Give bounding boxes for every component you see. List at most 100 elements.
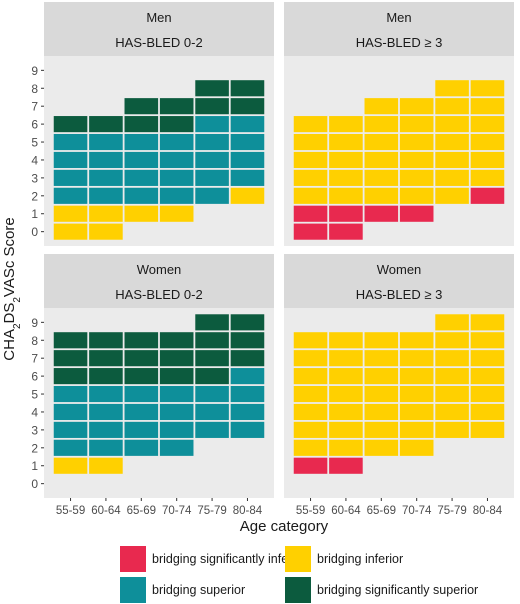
heatmap-cell xyxy=(470,133,505,151)
heatmap-cell xyxy=(293,403,328,421)
heatmap-cell xyxy=(293,205,328,222)
heatmap-cell xyxy=(53,421,88,438)
heatmap-cell xyxy=(159,439,194,456)
heatmap-cell xyxy=(53,169,88,186)
y-tick-label: 5 xyxy=(31,136,38,150)
heatmap-cell xyxy=(435,187,469,204)
heatmap-cell xyxy=(470,403,505,421)
heatmap-cell xyxy=(329,457,363,474)
heatmap-cell xyxy=(329,350,363,367)
heatmap-cell xyxy=(230,403,265,421)
x-tick-label: 60-64 xyxy=(331,505,361,517)
legend-item-inferior: bridging inferior xyxy=(285,546,403,572)
heatmap-cell xyxy=(124,151,159,169)
heatmap-cell xyxy=(89,151,123,169)
heatmap-cell xyxy=(293,457,328,474)
heatmap-cell xyxy=(124,350,159,367)
heatmap-cell xyxy=(329,187,363,204)
heatmap-cell xyxy=(435,385,469,403)
heatmap-cell xyxy=(293,439,328,456)
heatmap-cell xyxy=(364,116,399,133)
x-tick-label: 65-69 xyxy=(367,505,396,517)
heatmap-cell xyxy=(364,133,399,151)
heatmap-cell xyxy=(435,421,469,438)
heatmap-cell xyxy=(195,133,229,151)
heatmap-cell xyxy=(364,350,399,367)
y-tick-label: 2 xyxy=(31,441,38,455)
heatmap-cell xyxy=(329,169,363,186)
heatmap-cell xyxy=(124,421,159,438)
heatmap-cell xyxy=(399,205,434,222)
y-tick-label: 5 xyxy=(31,388,38,402)
heatmap-cell xyxy=(230,187,265,204)
heatmap-cell xyxy=(230,368,265,385)
heatmap-cell xyxy=(399,133,434,151)
x-tick-label: 80-84 xyxy=(473,505,503,517)
heatmap-cell xyxy=(364,332,399,349)
heatmap-cell xyxy=(435,350,469,367)
heatmap-cell xyxy=(230,151,265,169)
heatmap-cell xyxy=(230,116,265,133)
heatmap-cell xyxy=(293,151,328,169)
heatmap-cell xyxy=(364,98,399,115)
heatmap-cell xyxy=(195,403,229,421)
x-tick-label: 80-84 xyxy=(233,505,263,517)
heatmap-cell xyxy=(89,457,123,474)
y-tick-label: 6 xyxy=(31,370,38,384)
heatmap-cell xyxy=(364,439,399,456)
heatmap-cell xyxy=(329,439,363,456)
legend-label-significantly-superior: bridging significantly superior xyxy=(317,583,479,597)
heatmap-cell xyxy=(230,421,265,438)
heatmap-cell xyxy=(89,205,123,222)
y-tick-label: 0 xyxy=(31,477,38,491)
heatmap-cell xyxy=(53,151,88,169)
heatmap-cell xyxy=(329,403,363,421)
heatmap-cell xyxy=(159,205,194,222)
heatmap-cell xyxy=(293,332,328,349)
x-tick-label: 75-79 xyxy=(437,505,466,517)
heatmap-cell xyxy=(124,403,159,421)
heatmap-cell xyxy=(470,385,505,403)
heatmap-cell xyxy=(435,332,469,349)
heatmap-cell xyxy=(329,421,363,438)
heatmap-cell xyxy=(53,223,88,240)
heatmap-cell xyxy=(159,385,194,403)
heatmap-cell xyxy=(195,151,229,169)
heatmap-cell xyxy=(435,133,469,151)
heatmap-cell xyxy=(89,350,123,367)
heatmap-cell xyxy=(159,116,194,133)
heatmap-cell xyxy=(159,151,194,169)
heatmap-cell xyxy=(364,151,399,169)
heatmap-cell xyxy=(53,385,88,403)
heatmap-cell xyxy=(293,350,328,367)
heatmap-cell xyxy=(399,350,434,367)
x-tick-label: 60-64 xyxy=(91,505,121,517)
heatmap-cell xyxy=(124,98,159,115)
heatmap-cell xyxy=(195,169,229,186)
panel-strip-sex-label: Women xyxy=(137,262,182,277)
heatmap-cell xyxy=(329,385,363,403)
heatmap-cell xyxy=(364,421,399,438)
heatmap-cell xyxy=(159,421,194,438)
legend-swatch-significantly-inferior xyxy=(120,546,146,572)
legend-label-superior: bridging superior xyxy=(152,583,246,597)
heatmap-cell xyxy=(329,205,363,222)
heatmap-cell xyxy=(124,187,159,204)
y-tick-label: 4 xyxy=(31,153,38,167)
heatmap-cell xyxy=(89,133,123,151)
panel-strip-hasbled-label: HAS-BLED 0-2 xyxy=(115,35,202,50)
y-tick-label: 7 xyxy=(31,352,38,366)
heatmap-cell xyxy=(159,98,194,115)
legend-swatch-significantly-superior xyxy=(285,577,311,603)
heatmap-cell xyxy=(195,421,229,438)
heatmap-cell xyxy=(435,403,469,421)
legend-item-significantly-inferior: bridging significantly inferior xyxy=(120,546,306,572)
heatmap-cell xyxy=(364,187,399,204)
heatmap-cell xyxy=(53,187,88,204)
y-tick-label: 8 xyxy=(31,82,38,96)
heatmap-cell xyxy=(159,368,194,385)
heatmap-cell xyxy=(364,403,399,421)
panel-strip xyxy=(284,2,514,56)
heatmap-cell xyxy=(124,439,159,456)
